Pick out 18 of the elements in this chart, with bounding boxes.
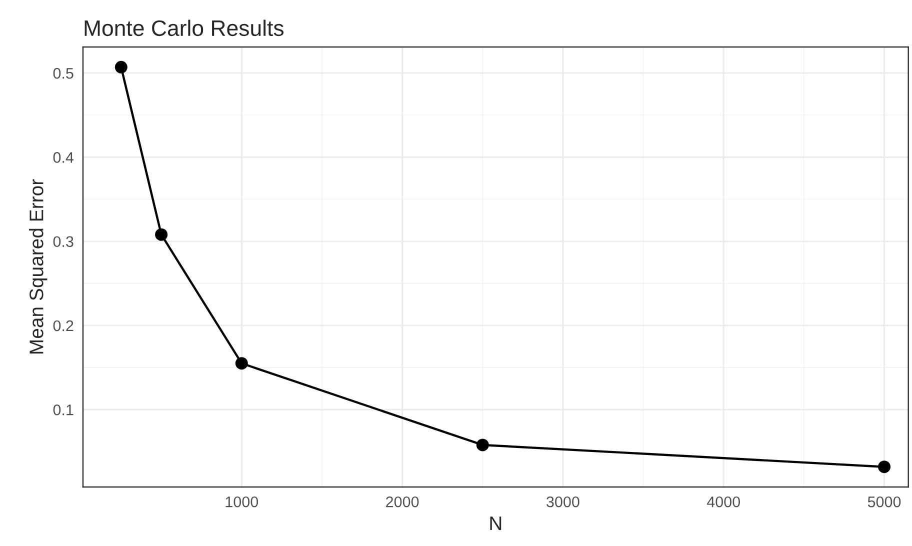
x-tick-label: 5000 [868, 496, 901, 508]
x-tick-label: 2000 [386, 496, 419, 508]
point [155, 228, 168, 241]
y-tick-label: 0.3 [53, 236, 74, 248]
y-tick-label: 0.2 [53, 320, 74, 332]
point [878, 460, 891, 474]
point [476, 438, 489, 452]
x-tick-label: 4000 [706, 496, 740, 508]
x-axis-title: N [490, 516, 502, 530]
y-tick-label: 0.5 [53, 68, 74, 79]
x-tick-label: 3000 [546, 496, 580, 508]
y-tick-label: 0.1 [53, 404, 74, 416]
y-axis-title: Mean Squared Error [29, 179, 48, 354]
point [114, 60, 128, 74]
chart-title: Monte Carlo Results [84, 20, 284, 36]
point [235, 357, 248, 370]
x-tick-label: 1000 [226, 496, 258, 508]
y-tick-label: 0.4 [53, 152, 74, 163]
